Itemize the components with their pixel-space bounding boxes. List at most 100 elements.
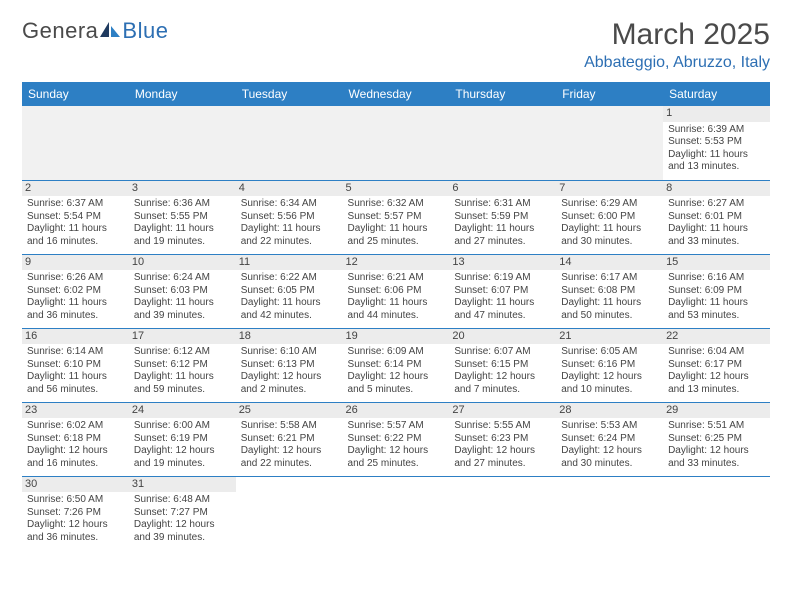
calendar-day-cell: 4Sunrise: 6:34 AMSunset: 5:56 PMDaylight… [236,180,343,254]
sunset-text: Sunset: 5:57 PM [348,211,445,224]
sunrise-text: Sunrise: 6:26 AM [27,272,124,285]
weekday-header: Friday [556,82,663,106]
sunset-text: Sunset: 6:05 PM [241,285,338,298]
daylight-text: Daylight: 12 hours and 2 minutes. [241,371,338,396]
calendar-day-cell [343,106,450,180]
day-number: 3 [129,181,236,197]
day-number: 9 [22,255,129,271]
sunrise-text: Sunrise: 5:53 AM [561,420,658,433]
calendar-day-cell: 9Sunrise: 6:26 AMSunset: 6:02 PMDaylight… [22,254,129,328]
day-number: 13 [449,255,556,271]
sunset-text: Sunset: 6:03 PM [134,285,231,298]
calendar-day-cell: 6Sunrise: 6:31 AMSunset: 5:59 PMDaylight… [449,180,556,254]
weekday-header: Wednesday [343,82,450,106]
day-number: 28 [556,403,663,419]
daylight-text: Daylight: 12 hours and 7 minutes. [454,371,551,396]
sunrise-text: Sunrise: 5:57 AM [348,420,445,433]
calendar-day-cell [556,106,663,180]
calendar-day-cell: 11Sunrise: 6:22 AMSunset: 6:05 PMDayligh… [236,254,343,328]
day-number: 15 [663,255,770,271]
sunrise-text: Sunrise: 6:21 AM [348,272,445,285]
logo: Genera Blue [22,18,168,44]
day-number: 31 [129,477,236,493]
day-number: 29 [663,403,770,419]
calendar-day-cell: 30Sunrise: 6:50 AMSunset: 7:26 PMDayligh… [22,476,129,550]
day-number: 1 [663,106,770,122]
daylight-text: Daylight: 12 hours and 39 minutes. [134,519,231,544]
calendar-week-row: 30Sunrise: 6:50 AMSunset: 7:26 PMDayligh… [22,476,770,550]
sunrise-text: Sunrise: 6:32 AM [348,198,445,211]
calendar-day-cell: 21Sunrise: 6:05 AMSunset: 6:16 PMDayligh… [556,328,663,402]
day-number: 8 [663,181,770,197]
daylight-text: Daylight: 11 hours and 19 minutes. [134,223,231,248]
daylight-text: Daylight: 11 hours and 25 minutes. [348,223,445,248]
day-number: 27 [449,403,556,419]
sunrise-text: Sunrise: 6:36 AM [134,198,231,211]
day-number: 25 [236,403,343,419]
logo-text-2: Blue [122,18,168,44]
sunset-text: Sunset: 6:18 PM [27,433,124,446]
sunrise-text: Sunrise: 6:50 AM [27,494,124,507]
sunrise-text: Sunrise: 5:51 AM [668,420,765,433]
daylight-text: Daylight: 12 hours and 19 minutes. [134,445,231,470]
calendar-day-cell: 7Sunrise: 6:29 AMSunset: 6:00 PMDaylight… [556,180,663,254]
calendar-day-cell: 16Sunrise: 6:14 AMSunset: 6:10 PMDayligh… [22,328,129,402]
sunset-text: Sunset: 6:02 PM [27,285,124,298]
calendar-day-cell [22,106,129,180]
daylight-text: Daylight: 12 hours and 30 minutes. [561,445,658,470]
title-block: March 2025 Abbateggio, Abruzzo, Italy [584,18,770,76]
day-number: 14 [556,255,663,271]
day-number: 19 [343,329,450,345]
day-number: 20 [449,329,556,345]
daylight-text: Daylight: 11 hours and 22 minutes. [241,223,338,248]
day-number: 18 [236,329,343,345]
sunset-text: Sunset: 5:54 PM [27,211,124,224]
sunset-text: Sunset: 6:06 PM [348,285,445,298]
calendar-week-row: 23Sunrise: 6:02 AMSunset: 6:18 PMDayligh… [22,402,770,476]
day-number: 16 [22,329,129,345]
month-title: March 2025 [584,18,770,52]
daylight-text: Daylight: 12 hours and 13 minutes. [668,371,765,396]
sunset-text: Sunset: 6:09 PM [668,285,765,298]
daylight-text: Daylight: 11 hours and 59 minutes. [134,371,231,396]
daylight-text: Daylight: 11 hours and 30 minutes. [561,223,658,248]
day-number: 22 [663,329,770,345]
calendar-day-cell: 24Sunrise: 6:00 AMSunset: 6:19 PMDayligh… [129,402,236,476]
weekday-header: Sunday [22,82,129,106]
calendar-day-cell: 12Sunrise: 6:21 AMSunset: 6:06 PMDayligh… [343,254,450,328]
sunrise-text: Sunrise: 6:14 AM [27,346,124,359]
header: Genera Blue March 2025 Abbateggio, Abruz… [22,18,770,76]
day-number: 12 [343,255,450,271]
daylight-text: Daylight: 11 hours and 50 minutes. [561,297,658,322]
weekday-header: Monday [129,82,236,106]
daylight-text: Daylight: 11 hours and 56 minutes. [27,371,124,396]
sunrise-text: Sunrise: 6:10 AM [241,346,338,359]
weekday-header: Thursday [449,82,556,106]
sunrise-text: Sunrise: 6:17 AM [561,272,658,285]
calendar-week-row: 16Sunrise: 6:14 AMSunset: 6:10 PMDayligh… [22,328,770,402]
sunset-text: Sunset: 5:53 PM [668,136,765,149]
daylight-text: Daylight: 12 hours and 33 minutes. [668,445,765,470]
calendar-day-cell: 23Sunrise: 6:02 AMSunset: 6:18 PMDayligh… [22,402,129,476]
calendar-week-row: 9Sunrise: 6:26 AMSunset: 6:02 PM Daylight… [22,254,770,328]
daylight-text: Daylight: 11 hours and 42 minutes. [241,297,338,322]
daylight-text: Daylight: 12 hours and 36 minutes. [27,519,124,544]
day-number: 11 [236,255,343,271]
sunrise-text: Sunrise: 6:07 AM [454,346,551,359]
day-number: 23 [22,403,129,419]
calendar-week-row: 2Sunrise: 6:37 AMSunset: 5:54 PMDaylight… [22,180,770,254]
calendar-day-cell [556,476,663,550]
calendar-day-cell [129,106,236,180]
sunset-text: Sunset: 7:26 PM [27,507,124,520]
daylight-text: Daylight: 12 hours and 5 minutes. [348,371,445,396]
calendar-day-cell: 10Sunrise: 6:24 AMSunset: 6:03 PMDayligh… [129,254,236,328]
sunset-text: Sunset: 6:08 PM [561,285,658,298]
calendar-day-cell: 26Sunrise: 5:57 AMSunset: 6:22 PMDayligh… [343,402,450,476]
calendar-day-cell: 18Sunrise: 6:10 AMSunset: 6:13 PMDayligh… [236,328,343,402]
day-number: 6 [449,181,556,197]
location: Abbateggio, Abruzzo, Italy [584,54,770,72]
calendar-day-cell: 8Sunrise: 6:27 AMSunset: 6:01 PMDaylight… [663,180,770,254]
calendar-day-cell: 1Sunrise: 6:39 AMSunset: 5:53 PMDaylight… [663,106,770,180]
calendar-day-cell: 2Sunrise: 6:37 AMSunset: 5:54 PMDaylight… [22,180,129,254]
sunrise-text: Sunrise: 5:55 AM [454,420,551,433]
